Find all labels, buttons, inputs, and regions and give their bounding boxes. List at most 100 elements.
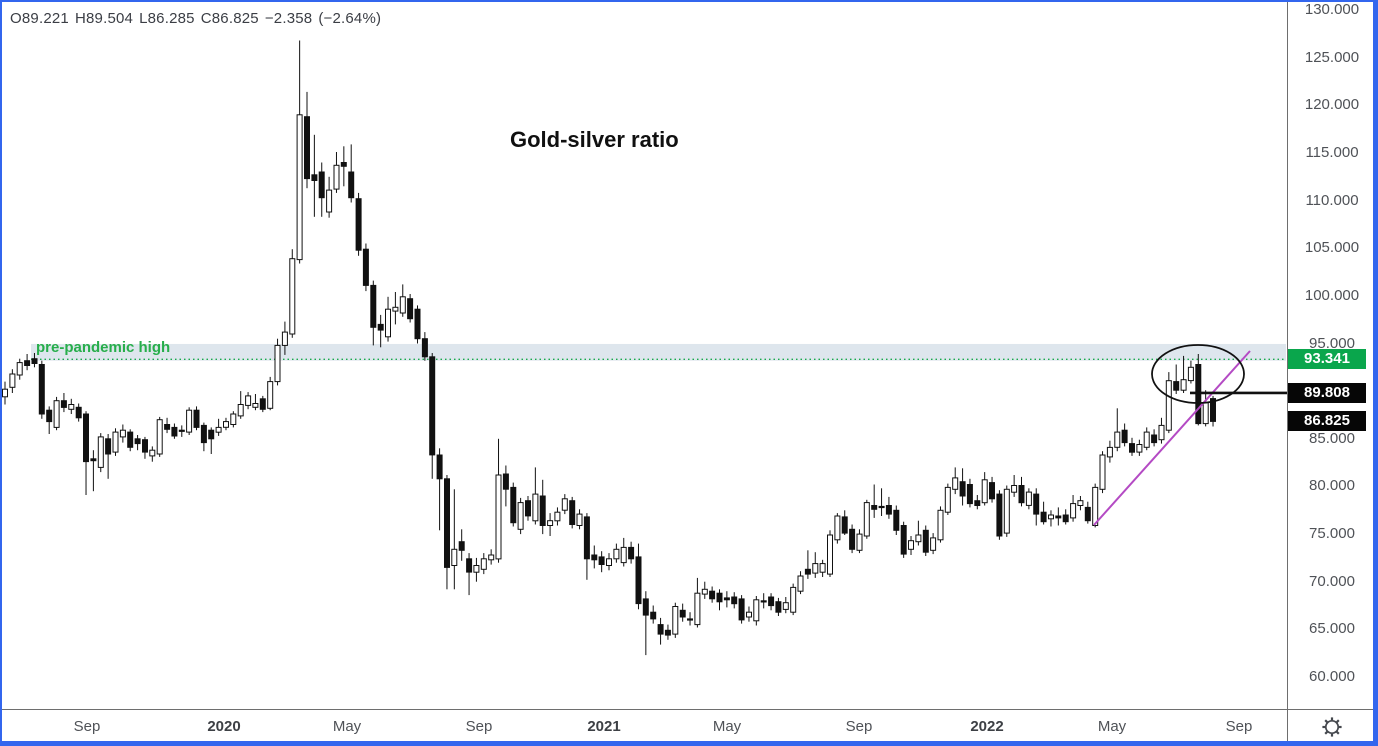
candlestick-series	[2, 40, 1216, 656]
candle	[731, 592, 738, 609]
candle	[863, 499, 870, 539]
candle	[635, 543, 642, 610]
candle	[495, 438, 502, 563]
time-label: Sep	[73, 718, 101, 735]
price-tick: 75.000	[1309, 525, 1355, 542]
candle	[304, 91, 310, 189]
candle	[1055, 507, 1062, 526]
candle	[421, 332, 428, 361]
candle	[1099, 451, 1106, 494]
candle	[797, 571, 804, 595]
candle	[849, 524, 856, 554]
candle	[606, 553, 612, 571]
price-tick: 100.000	[1304, 287, 1360, 304]
candle	[156, 416, 163, 457]
candle	[9, 369, 16, 393]
candle	[672, 602, 679, 638]
candle	[1173, 364, 1180, 394]
candle	[31, 353, 38, 368]
price-tick: 110.000	[1305, 192, 1359, 209]
candle	[112, 428, 119, 456]
candle	[134, 435, 141, 451]
candle	[591, 545, 598, 569]
price-tick: 65.000	[1309, 620, 1355, 637]
candle	[38, 360, 45, 419]
candle	[200, 422, 207, 452]
candle	[746, 606, 752, 622]
candle	[1003, 485, 1010, 537]
candle	[554, 507, 561, 526]
time-label: Sep	[1225, 718, 1253, 735]
price-scale-settings-button[interactable]	[1288, 710, 1373, 741]
candle	[937, 506, 944, 543]
candle	[208, 427, 215, 454]
price-tick: 115.000	[1305, 144, 1359, 161]
candle	[186, 407, 193, 435]
band-price-label: 93.341	[1288, 349, 1366, 369]
candle	[1025, 488, 1032, 510]
candle	[827, 530, 833, 577]
candle	[561, 494, 568, 515]
pre-pandemic-band[interactable]	[31, 343, 1286, 361]
candle	[473, 557, 480, 582]
candle	[804, 550, 811, 579]
candle	[252, 394, 259, 411]
candle	[760, 593, 767, 609]
candle	[53, 396, 60, 431]
price-tick: 125.000	[1304, 49, 1360, 66]
trendline-drawing[interactable]	[1093, 350, 1251, 526]
candle	[598, 551, 605, 573]
candle	[915, 520, 922, 546]
candle	[893, 505, 900, 535]
price-tick: 120.000	[1304, 96, 1360, 113]
candle	[444, 475, 450, 590]
candle	[687, 612, 693, 626]
candle	[709, 586, 716, 603]
candle	[878, 488, 885, 516]
candle	[613, 543, 620, 563]
candle	[171, 423, 178, 439]
candle	[841, 510, 848, 535]
gear-icon	[1321, 716, 1342, 737]
candle	[451, 489, 458, 590]
candle	[488, 549, 495, 565]
candle	[385, 296, 391, 342]
candle	[532, 467, 539, 525]
candle	[16, 358, 23, 380]
candle	[569, 496, 576, 529]
candle	[775, 597, 782, 616]
legend-high: H89.504	[74, 10, 134, 27]
candle	[68, 398, 75, 414]
candle	[105, 434, 112, 479]
candle	[723, 591, 730, 608]
time-label: May	[1097, 718, 1127, 735]
candle	[694, 577, 701, 628]
chart-title-annotation[interactable]: Gold-silver ratio	[510, 127, 679, 152]
candle	[1136, 439, 1143, 456]
candle	[834, 513, 841, 544]
ellipse-drawing[interactable]	[1151, 344, 1245, 404]
candle	[223, 417, 229, 431]
candle	[547, 513, 554, 536]
pre-pandemic-high-label[interactable]: pre-pandemic high	[36, 339, 171, 356]
candle	[952, 467, 959, 495]
candle	[466, 553, 473, 596]
legend-close: C86.825	[200, 10, 259, 27]
candle	[83, 411, 89, 495]
time-label: May	[712, 718, 742, 735]
candle	[944, 483, 951, 515]
candle	[46, 406, 53, 434]
candle	[24, 354, 31, 371]
candle	[701, 581, 708, 599]
candle	[399, 284, 406, 317]
candle	[259, 395, 266, 413]
candle	[871, 484, 878, 518]
candle	[1106, 440, 1113, 463]
candle	[908, 536, 914, 555]
candle	[657, 617, 664, 645]
candle	[75, 403, 82, 422]
candle	[1062, 509, 1069, 525]
candle	[164, 417, 171, 434]
time-label: 2020	[207, 718, 241, 735]
